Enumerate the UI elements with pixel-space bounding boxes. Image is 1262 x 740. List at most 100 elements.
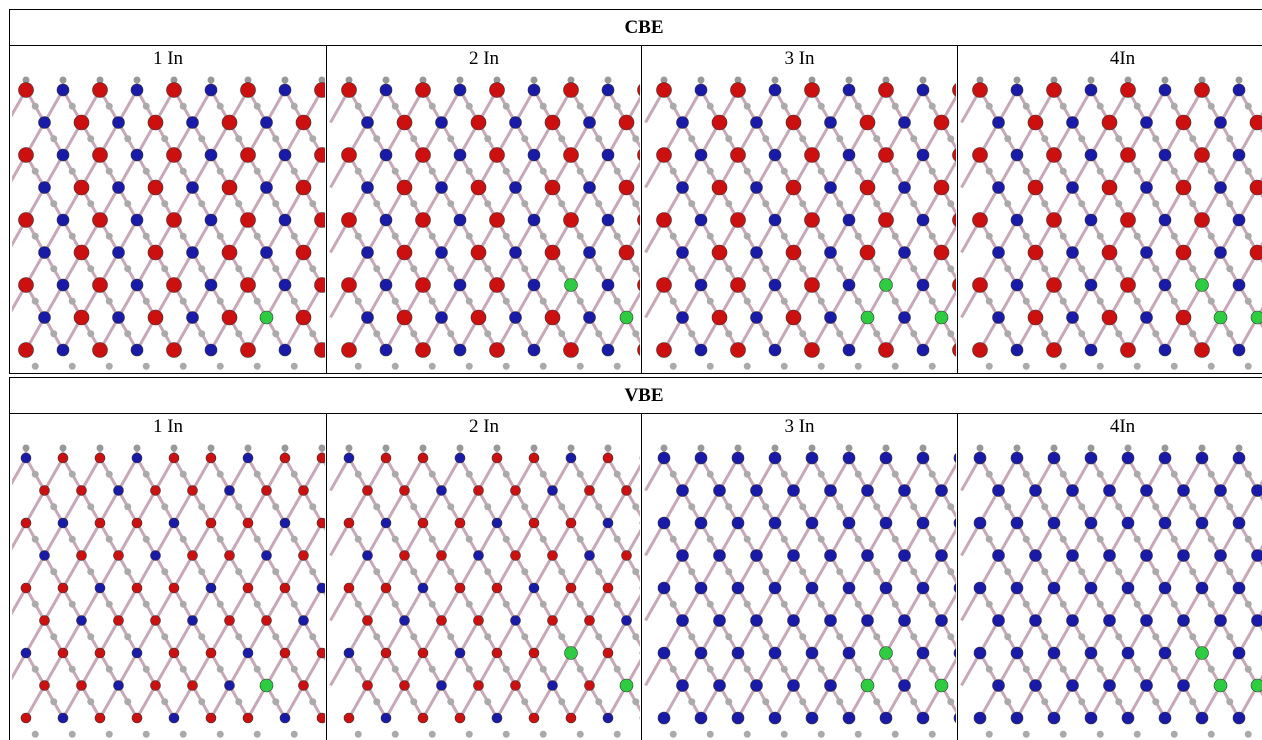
c-atom <box>1060 103 1067 110</box>
c-atom <box>558 135 565 142</box>
c-atom <box>1152 633 1159 640</box>
c-atom <box>143 103 150 110</box>
bond <box>193 653 212 686</box>
atom <box>280 648 290 658</box>
c-atom <box>540 103 547 110</box>
structure-image <box>329 442 640 740</box>
atom <box>261 182 273 194</box>
atom <box>397 115 412 130</box>
atom <box>397 180 412 195</box>
atom <box>860 180 875 195</box>
c-atom <box>1171 168 1178 175</box>
c-atom <box>818 731 825 738</box>
atom <box>806 582 818 594</box>
atom <box>280 453 290 463</box>
atom <box>279 344 291 356</box>
atom <box>825 182 837 194</box>
atom <box>93 83 108 98</box>
atom <box>695 647 707 659</box>
c-atom <box>558 265 565 272</box>
bond <box>193 458 212 491</box>
atom <box>974 582 986 594</box>
atom <box>57 149 69 161</box>
c-atom <box>1152 503 1159 510</box>
c-atom <box>947 698 954 705</box>
bond <box>12 458 26 491</box>
atom <box>454 214 466 226</box>
bond <box>100 556 119 589</box>
c-atom <box>1097 103 1104 110</box>
atom <box>21 583 31 593</box>
atom <box>455 453 465 463</box>
c-atom <box>521 330 528 337</box>
panel-label: 4In <box>958 46 1262 74</box>
c-atom <box>855 666 862 673</box>
h-atom <box>1125 445 1132 452</box>
atom <box>1215 485 1227 497</box>
atom <box>993 312 1005 324</box>
c-atom <box>291 731 298 738</box>
atom <box>934 180 949 195</box>
h-atom <box>698 445 705 452</box>
c-atom <box>309 200 316 207</box>
atom <box>1141 182 1153 194</box>
c-atom <box>1134 298 1141 305</box>
atom <box>93 278 108 293</box>
c-atom <box>87 135 94 142</box>
bond <box>285 491 304 524</box>
c-atom <box>198 265 205 272</box>
bond <box>368 523 387 556</box>
bond <box>174 491 193 524</box>
bond <box>534 491 553 524</box>
c-atom <box>1208 233 1215 240</box>
c-atom <box>124 200 131 207</box>
c-atom <box>781 731 788 738</box>
c-atom <box>1041 503 1048 510</box>
c-atom <box>725 633 732 640</box>
c-atom <box>688 135 695 142</box>
c-atom <box>87 633 94 640</box>
atom <box>880 712 892 724</box>
atom <box>1196 517 1208 529</box>
atom <box>418 583 428 593</box>
atom <box>454 149 466 161</box>
bond <box>479 588 498 621</box>
atoms <box>973 77 1262 370</box>
atom <box>474 681 484 691</box>
atom <box>1122 712 1134 724</box>
c-atom <box>595 633 602 640</box>
c-atom <box>799 330 806 337</box>
c-atom <box>106 471 113 478</box>
atom <box>1159 279 1171 291</box>
atom <box>1121 83 1136 98</box>
atom <box>1176 180 1191 195</box>
atom <box>677 550 689 562</box>
c-atom <box>429 601 436 608</box>
atom <box>677 680 689 692</box>
c-atom <box>180 168 187 175</box>
atom <box>381 648 391 658</box>
atom <box>437 551 447 561</box>
c-atom <box>595 568 602 575</box>
c-atom <box>1152 568 1159 575</box>
h-atom <box>134 445 141 452</box>
c-atom <box>799 200 806 207</box>
atom <box>843 344 855 356</box>
bond <box>12 588 26 621</box>
atom <box>315 343 326 358</box>
atom <box>1196 452 1208 464</box>
bond <box>479 458 498 491</box>
c-atom <box>373 135 380 142</box>
atom <box>1159 647 1171 659</box>
h-atom <box>735 445 742 452</box>
atom <box>695 149 707 161</box>
bond <box>45 588 64 621</box>
bond <box>608 556 627 589</box>
atom <box>751 247 763 259</box>
bond <box>479 653 498 686</box>
atom <box>1250 180 1262 195</box>
c-atom <box>892 731 899 738</box>
c-atom <box>521 200 528 207</box>
c-atom <box>947 633 954 640</box>
